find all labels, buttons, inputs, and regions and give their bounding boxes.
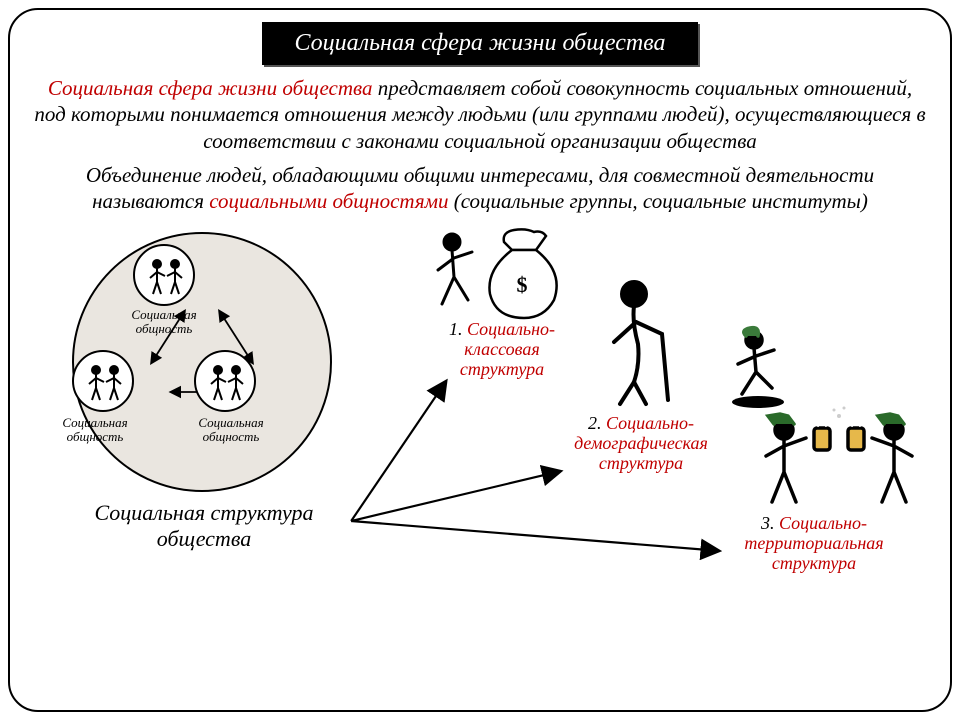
community-node-1 — [133, 244, 195, 306]
circle-caption: Социальная структура общества — [54, 500, 354, 551]
paragraph-2: Объединение людей, обладающими общими ин… — [34, 162, 926, 215]
para1-lead: Социальная сфера жизни общества — [48, 76, 373, 100]
diagram-area: Социальная общность Социальная общность … — [34, 222, 926, 602]
people-pair-icon — [206, 362, 248, 404]
branch-label-2: 2. Социально-демографическая структура — [556, 414, 726, 473]
svg-text:$: $ — [517, 272, 528, 297]
community-node-2 — [72, 350, 134, 412]
branch-num-3: 3. — [761, 513, 775, 533]
branch-txt-1: Социально-классовая структура — [460, 319, 555, 379]
title-banner: Социальная сфера жизни общества — [262, 22, 697, 65]
branch-num-1: 1. — [449, 319, 463, 339]
toasting-people-icon — [744, 402, 934, 512]
community-label-1: Социальная общность — [119, 308, 209, 335]
title-wrap: Социальная сфера жизни общества — [34, 22, 926, 65]
branch-num-2: 2. — [588, 413, 602, 433]
paragraph-1: Социальная сфера жизни общества представ… — [34, 75, 926, 154]
community-node-3 — [194, 350, 256, 412]
people-pair-icon — [84, 362, 126, 404]
slide-frame: Социальная сфера жизни общества Социальн… — [8, 8, 952, 712]
community-label-3: Социальная общность — [186, 416, 276, 443]
para2-post: (социальные группы, социальные институты… — [448, 189, 867, 213]
people-pair-icon — [145, 256, 187, 298]
money-bag-icon: $ — [424, 222, 574, 322]
branch-label-1: 1. Социально-классовая структура — [432, 320, 572, 379]
branch-label-3: 3. Социально-территориальная структура — [724, 514, 904, 573]
para2-red: социальными общностями — [209, 189, 448, 213]
elderly-person-icon — [584, 272, 714, 412]
community-label-2: Социальная общность — [50, 416, 140, 443]
